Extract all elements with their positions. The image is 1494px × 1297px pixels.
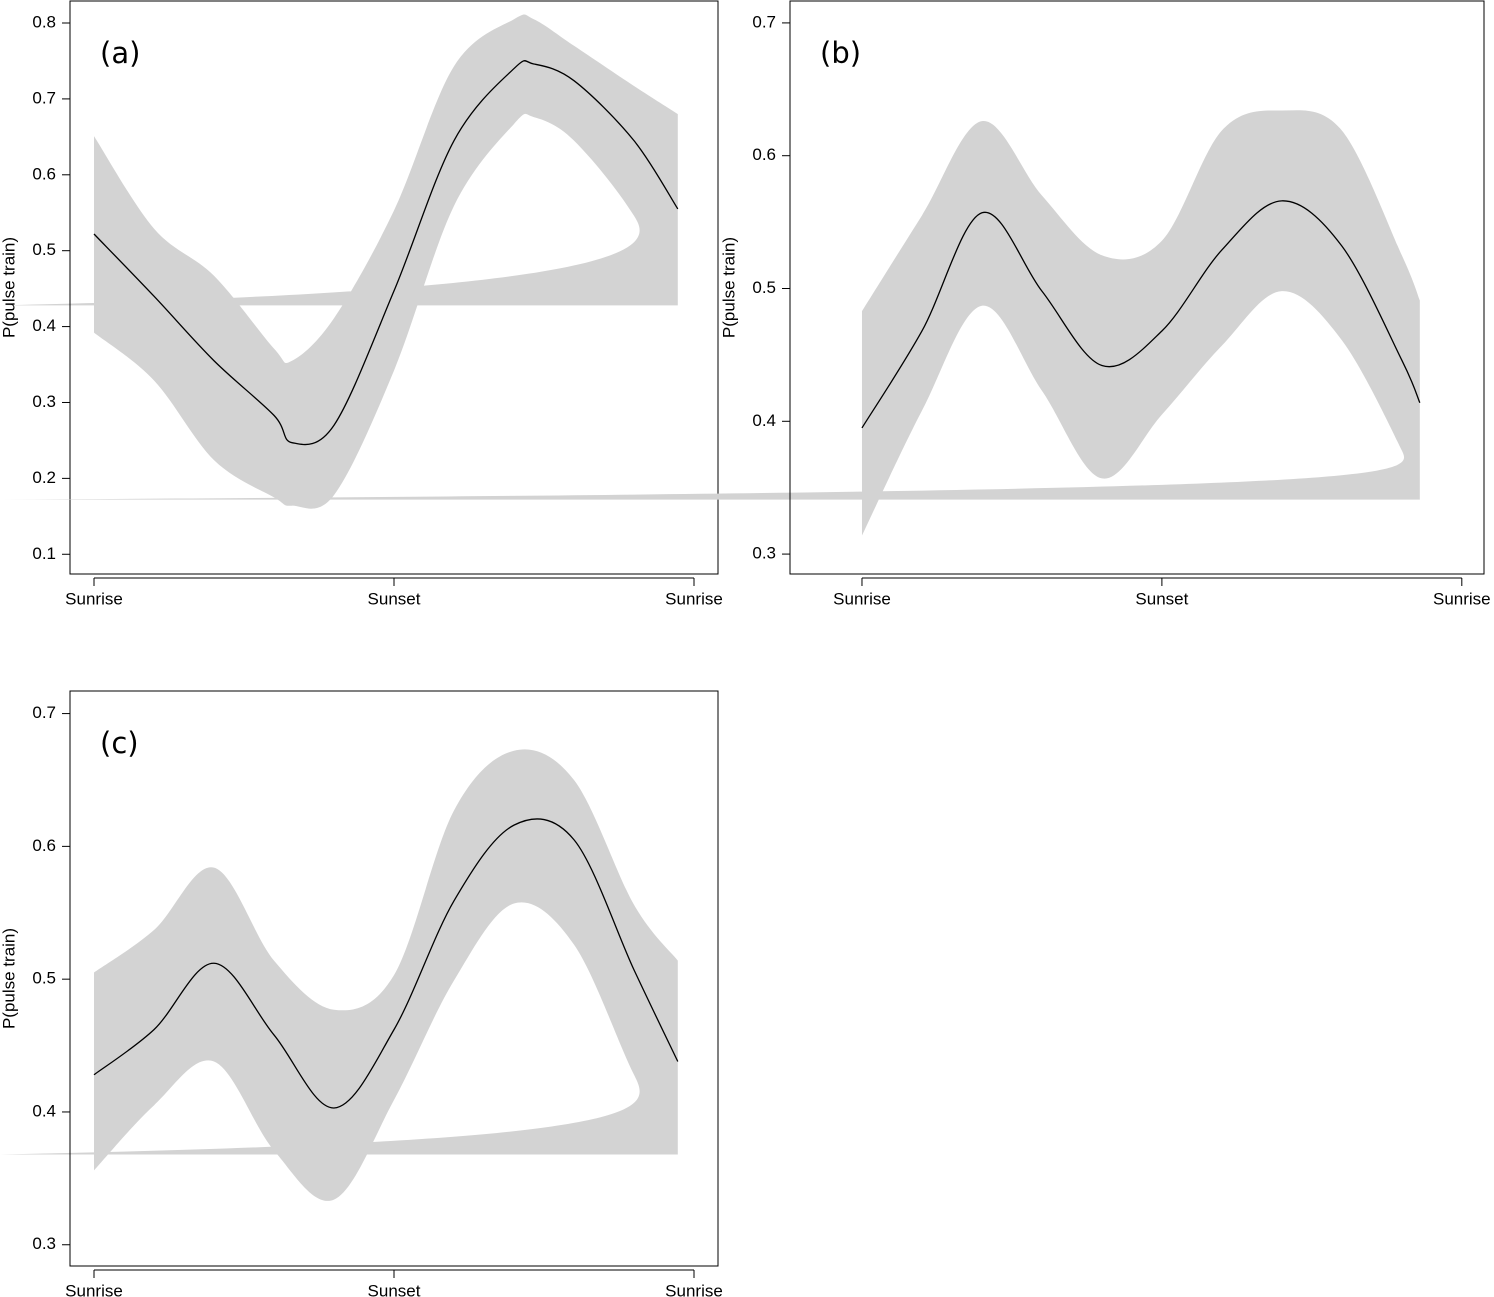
- y-tick-label: 0.1: [32, 544, 56, 563]
- x-tick-label: Sunrise: [1433, 589, 1491, 608]
- confidence-band: [0, 749, 678, 1201]
- x-tick-label: Sunrise: [833, 589, 891, 608]
- y-tick-label: 0.6: [32, 164, 56, 183]
- confidence-band: [0, 14, 678, 509]
- y-tick-label: 0.7: [752, 12, 776, 31]
- y-tick-label: 0.7: [32, 703, 56, 722]
- y-tick-label: 0.5: [32, 240, 56, 259]
- y-axis-label: P(pulse train): [0, 237, 18, 338]
- y-tick-label: 0.3: [32, 392, 56, 411]
- x-tick-label: Sunset: [368, 1281, 421, 1297]
- line: [93, 60, 679, 446]
- panel-label: (a): [100, 36, 140, 70]
- y-tick-label: 0.2: [32, 468, 56, 487]
- y-tick-label: 0.4: [32, 316, 56, 335]
- y-tick-label: 0.5: [752, 278, 776, 297]
- y-tick-label: 0.8: [32, 12, 56, 31]
- y-tick-label: 0.4: [752, 411, 776, 430]
- y-axis-label: P(pulse train): [719, 237, 738, 338]
- y-tick-label: 0.7: [32, 88, 56, 107]
- x-tick-label: Sunset: [368, 589, 421, 608]
- x-tick-label: Sunrise: [665, 1281, 723, 1297]
- panel-label: (c): [100, 726, 139, 760]
- y-tick-label: 0.6: [752, 145, 776, 164]
- y-tick-label: 0.5: [32, 969, 56, 988]
- x-tick-label: Sunset: [1135, 589, 1188, 608]
- x-tick-label: Sunrise: [65, 589, 123, 608]
- y-tick-label: 0.6: [32, 836, 56, 855]
- x-tick-label: Sunrise: [65, 1281, 123, 1297]
- y-tick-label: 0.3: [32, 1234, 56, 1253]
- confidence-band: [0, 110, 1420, 536]
- line: [861, 200, 1421, 429]
- y-tick-label: 0.3: [752, 544, 776, 563]
- y-tick-label: 0.4: [32, 1101, 56, 1120]
- x-tick-label: Sunrise: [665, 589, 723, 608]
- panel-label: (b): [820, 36, 861, 70]
- line: [93, 818, 679, 1109]
- y-axis-label: P(pulse train): [0, 928, 18, 1029]
